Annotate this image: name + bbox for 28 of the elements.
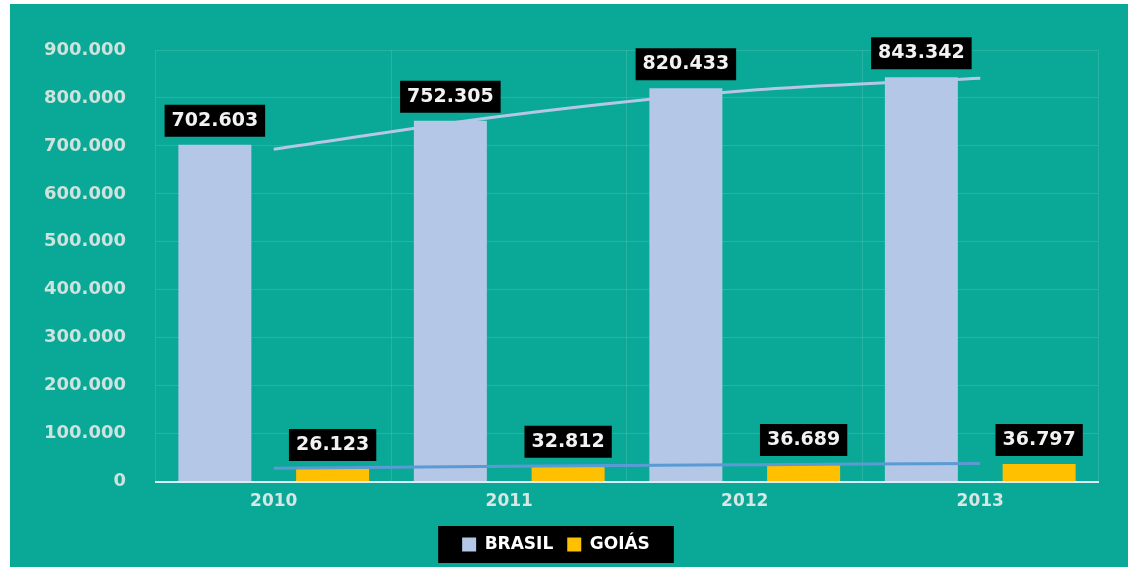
y-tick-label: 700.000: [44, 133, 126, 155]
data-label: 32.812: [531, 428, 605, 451]
y-tick-label: 900.000: [44, 37, 126, 59]
y-tick-label: 200.000: [44, 373, 126, 395]
bar: [531, 465, 605, 482]
y-tick-label: 300.000: [44, 325, 126, 347]
data-label: 752.305: [407, 83, 494, 106]
legend-label: BRASIL: [484, 532, 554, 553]
data-label: 843.342: [878, 40, 965, 63]
bar: [178, 144, 252, 482]
y-tick-label: 0: [113, 469, 126, 491]
data-label: 36.797: [1002, 426, 1076, 449]
legend-label: GOIÁS: [589, 531, 650, 553]
y-tick-label: 400.000: [44, 277, 126, 299]
data-label: 26.123: [295, 432, 370, 455]
data-label: 820.433: [642, 51, 730, 74]
x-tick-label: 2010: [250, 490, 298, 511]
bar: [1002, 463, 1076, 482]
y-tick-label: 500.000: [44, 229, 126, 251]
x-tick-label: 2012: [721, 490, 769, 511]
data-label: 36.689: [766, 426, 841, 449]
x-tick-label: 2011: [485, 490, 533, 511]
x-tick-label: 2013: [956, 490, 1004, 511]
data-label: 702.603: [171, 107, 259, 130]
y-tick-label: 800.000: [44, 85, 126, 107]
bar: [296, 469, 370, 482]
y-tick-label: 100.000: [44, 421, 126, 443]
y-tick-label: 600.000: [44, 181, 126, 203]
